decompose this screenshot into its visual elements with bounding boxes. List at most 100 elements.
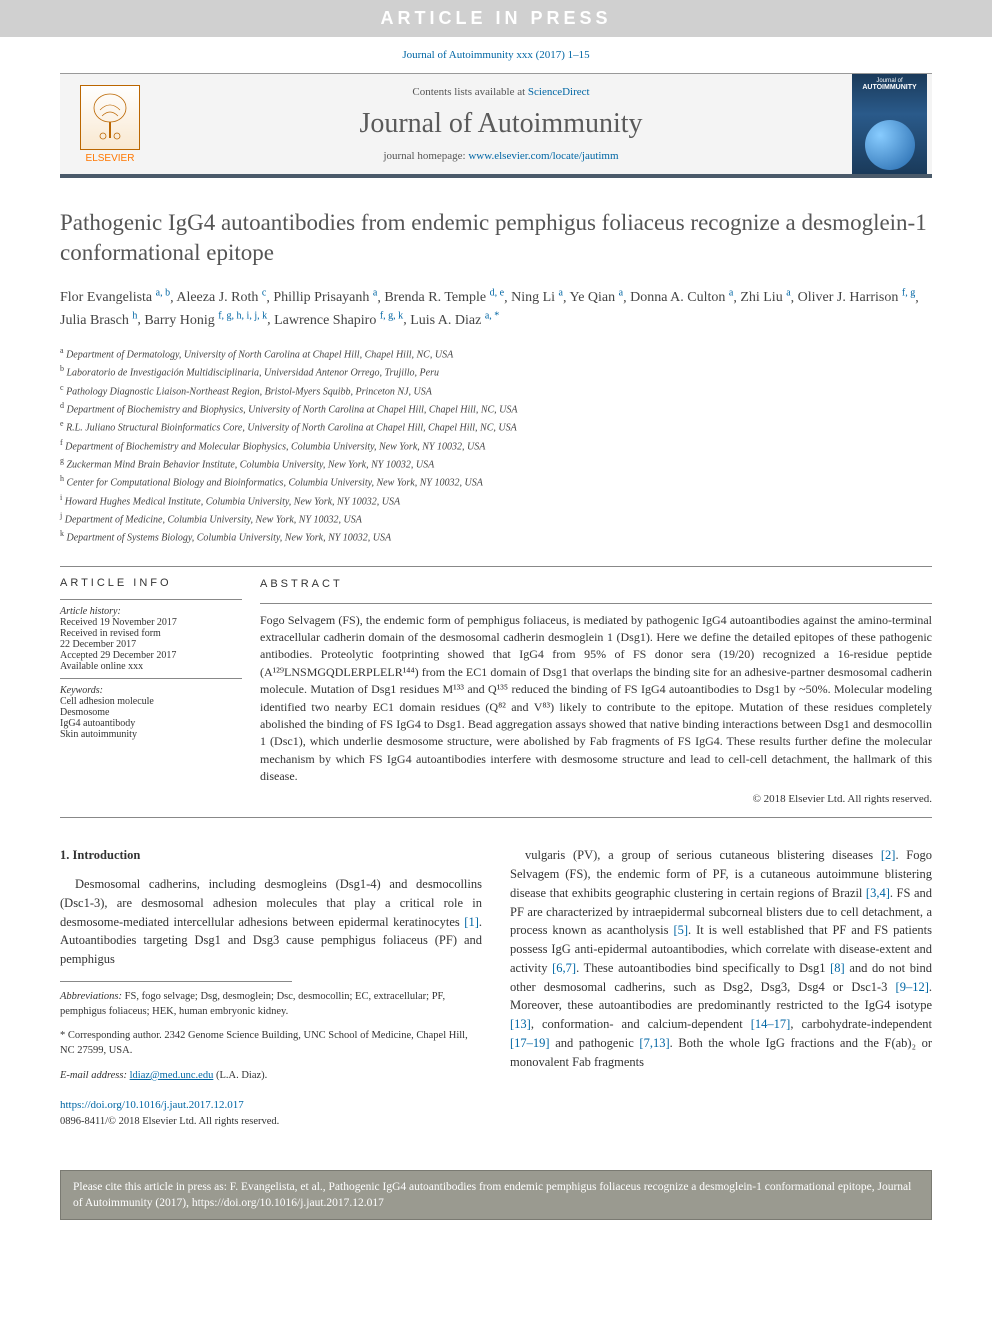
author: Flor Evangelista a, b: [60, 290, 170, 305]
article-info-column: ARTICLE INFO Article history: Received 1…: [60, 567, 260, 818]
t: vulgaris (PV), a group of serious cutane…: [525, 848, 881, 862]
t: , carbohydrate-independent: [790, 1017, 932, 1031]
keyword: Desmosome: [60, 707, 242, 718]
email-footnote: E-mail address: ldiaz@med.unc.edu (L.A. …: [60, 1069, 482, 1084]
article-title: Pathogenic IgG4 autoantibodies from ende…: [60, 208, 932, 268]
abstract-column: ABSTRACT Fogo Selvagem (FS), the endemic…: [260, 567, 932, 818]
keyword: Cell adhesion molecule: [60, 696, 242, 707]
author-list: Flor Evangelista a, b, Aleeza J. Roth c,…: [60, 286, 932, 331]
keyword: Skin autoimmunity: [60, 729, 242, 740]
history-line: Available online xxx: [60, 661, 242, 672]
elsevier-tree-icon: [80, 85, 140, 150]
author: Donna A. Culton a: [630, 290, 733, 305]
history-line: Received 19 November 2017: [60, 617, 242, 628]
ref-7-13[interactable]: [7,13]: [639, 1036, 669, 1050]
history-line: 22 December 2017: [60, 639, 242, 650]
author-aff-sup: a: [786, 288, 790, 299]
email-label: E-mail address:: [60, 1070, 130, 1081]
ref-13[interactable]: [13]: [510, 1017, 531, 1031]
abbrev-label: Abbreviations:: [60, 991, 122, 1002]
contents-available-line: Contents lists available at ScienceDirec…: [150, 86, 852, 98]
author: Brenda R. Temple d, e: [384, 290, 504, 305]
author-aff-sup: f, g, k: [380, 310, 403, 321]
body-columns: 1. Introduction Desmosomal cadherins, in…: [60, 846, 932, 1129]
journal-header: ELSEVIER Contents lists available at Sci…: [60, 73, 932, 178]
info-abstract-block: ARTICLE INFO Article history: Received 1…: [60, 566, 932, 819]
author-aff-sup: a, *: [485, 310, 499, 321]
keywords-label: Keywords:: [60, 685, 242, 696]
ref-6-7[interactable]: [6,7]: [552, 961, 576, 975]
author-aff-sup: d, e: [490, 288, 504, 299]
t: . These autoantibodies bind specifically…: [576, 961, 830, 975]
journal-homepage-link[interactable]: www.elsevier.com/locate/jautimm: [468, 150, 618, 162]
journal-cover-thumbnail[interactable]: Journal of AUTOIMMUNITY: [852, 74, 927, 174]
ref-3-4[interactable]: [3,4]: [866, 886, 890, 900]
section-1-heading: 1. Introduction: [60, 846, 482, 865]
article-info-heading: ARTICLE INFO: [60, 577, 242, 589]
intro-p1-pre: Desmosomal cadherins, including desmogle…: [60, 877, 482, 929]
ref-1[interactable]: [1]: [464, 915, 479, 929]
email-who: (L.A. Diaz).: [213, 1070, 267, 1081]
affiliation: b Laboratorio de Investigación Multidisc…: [60, 363, 932, 380]
elsevier-wordmark: ELSEVIER: [86, 153, 135, 164]
right-column: vulgaris (PV), a group of serious cutane…: [510, 846, 932, 1129]
author-aff-sup: a, b: [156, 288, 170, 299]
affiliation-list: a Department of Dermatology, University …: [60, 345, 932, 546]
author: Lawrence Shapiro f, g, k: [274, 313, 403, 328]
sciencedirect-link[interactable]: ScienceDirect: [528, 86, 590, 98]
journal-homepage-line: journal homepage: www.elsevier.com/locat…: [150, 150, 852, 162]
left-column: 1. Introduction Desmosomal cadherins, in…: [60, 846, 482, 1129]
ref-2[interactable]: [2]: [881, 848, 896, 862]
author: Luis A. Diaz a, *: [410, 313, 499, 328]
elsevier-logo[interactable]: ELSEVIER: [60, 74, 150, 174]
affiliation: f Department of Biochemistry and Molecul…: [60, 437, 932, 454]
corresponding-author-footnote: * Corresponding author. 2342 Genome Scie…: [60, 1029, 482, 1058]
author-aff-sup: a: [729, 288, 733, 299]
affiliation: h Center for Computational Biology and B…: [60, 473, 932, 490]
running-head-citation: Journal of Autoimmunity xxx (2017) 1–15: [0, 37, 992, 73]
abbreviations-footnote: Abbreviations: FS, fogo selvage; Dsg, de…: [60, 990, 482, 1019]
corresponding-email-link[interactable]: ldiaz@med.unc.edu: [130, 1070, 214, 1081]
author-aff-sup: c: [262, 288, 266, 299]
affiliation: e R.L. Juliano Structural Bioinformatics…: [60, 418, 932, 435]
header-center: Contents lists available at ScienceDirec…: [150, 74, 852, 174]
homepage-prefix: journal homepage:: [383, 150, 468, 162]
please-cite-box: Please cite this article in press as: F.…: [60, 1170, 932, 1220]
doi-link[interactable]: https://doi.org/10.1016/j.jaut.2017.12.0…: [60, 1097, 482, 1114]
ref-5[interactable]: [5]: [673, 923, 688, 937]
author: Ye Qian a: [569, 290, 623, 305]
t: and pathogenic: [550, 1036, 640, 1050]
author: Aleeza J. Roth c: [176, 290, 266, 305]
keyword: IgG4 autoantibody: [60, 718, 242, 729]
history-line: Accepted 29 December 2017: [60, 650, 242, 661]
ref-14-17[interactable]: [14–17]: [751, 1017, 791, 1031]
article-history-label: Article history:: [60, 606, 242, 617]
author-aff-sup: a: [559, 288, 563, 299]
author-aff-sup: h: [132, 310, 137, 321]
author-aff-sup: a: [373, 288, 377, 299]
affiliation: j Department of Medicine, Columbia Unive…: [60, 510, 932, 527]
cover-globe-icon: [865, 120, 915, 170]
t: , conformation- and calcium-dependent: [531, 1017, 751, 1031]
author: Zhi Liu a: [740, 290, 790, 305]
contents-prefix: Contents lists available at: [412, 86, 527, 98]
ref-8[interactable]: [8]: [830, 961, 845, 975]
abstract-heading: ABSTRACT: [260, 577, 932, 593]
intro-para-2: vulgaris (PV), a group of serious cutane…: [510, 846, 932, 1071]
journal-name: Journal of Autoimmunity: [150, 108, 852, 140]
author: Barry Honig f, g, h, i, j, k: [144, 313, 267, 328]
author: Ning Li a: [511, 290, 563, 305]
author-aff-sup: f, g: [902, 288, 915, 299]
intro-para-1: Desmosomal cadherins, including desmogle…: [60, 875, 482, 969]
affiliation: g Zuckerman Mind Brain Behavior Institut…: [60, 455, 932, 472]
article-in-press-banner: ARTICLE IN PRESS: [0, 0, 992, 37]
author-aff-sup: f, g, h, i, j, k: [218, 310, 267, 321]
ref-9-12[interactable]: [9–12]: [896, 980, 929, 994]
issn-copyright-line: 0896-8411/© 2018 Elsevier Ltd. All right…: [60, 1114, 482, 1130]
author: Phillip Prisayanh a: [273, 290, 377, 305]
article-history: Received 19 November 2017Received in rev…: [60, 617, 242, 672]
affiliation: d Department of Biochemistry and Biophys…: [60, 400, 932, 417]
ref-17-19[interactable]: [17–19]: [510, 1036, 550, 1050]
affiliation: c Pathology Diagnostic Liaison-Northeast…: [60, 382, 932, 399]
author: Julia Brasch h: [60, 313, 137, 328]
